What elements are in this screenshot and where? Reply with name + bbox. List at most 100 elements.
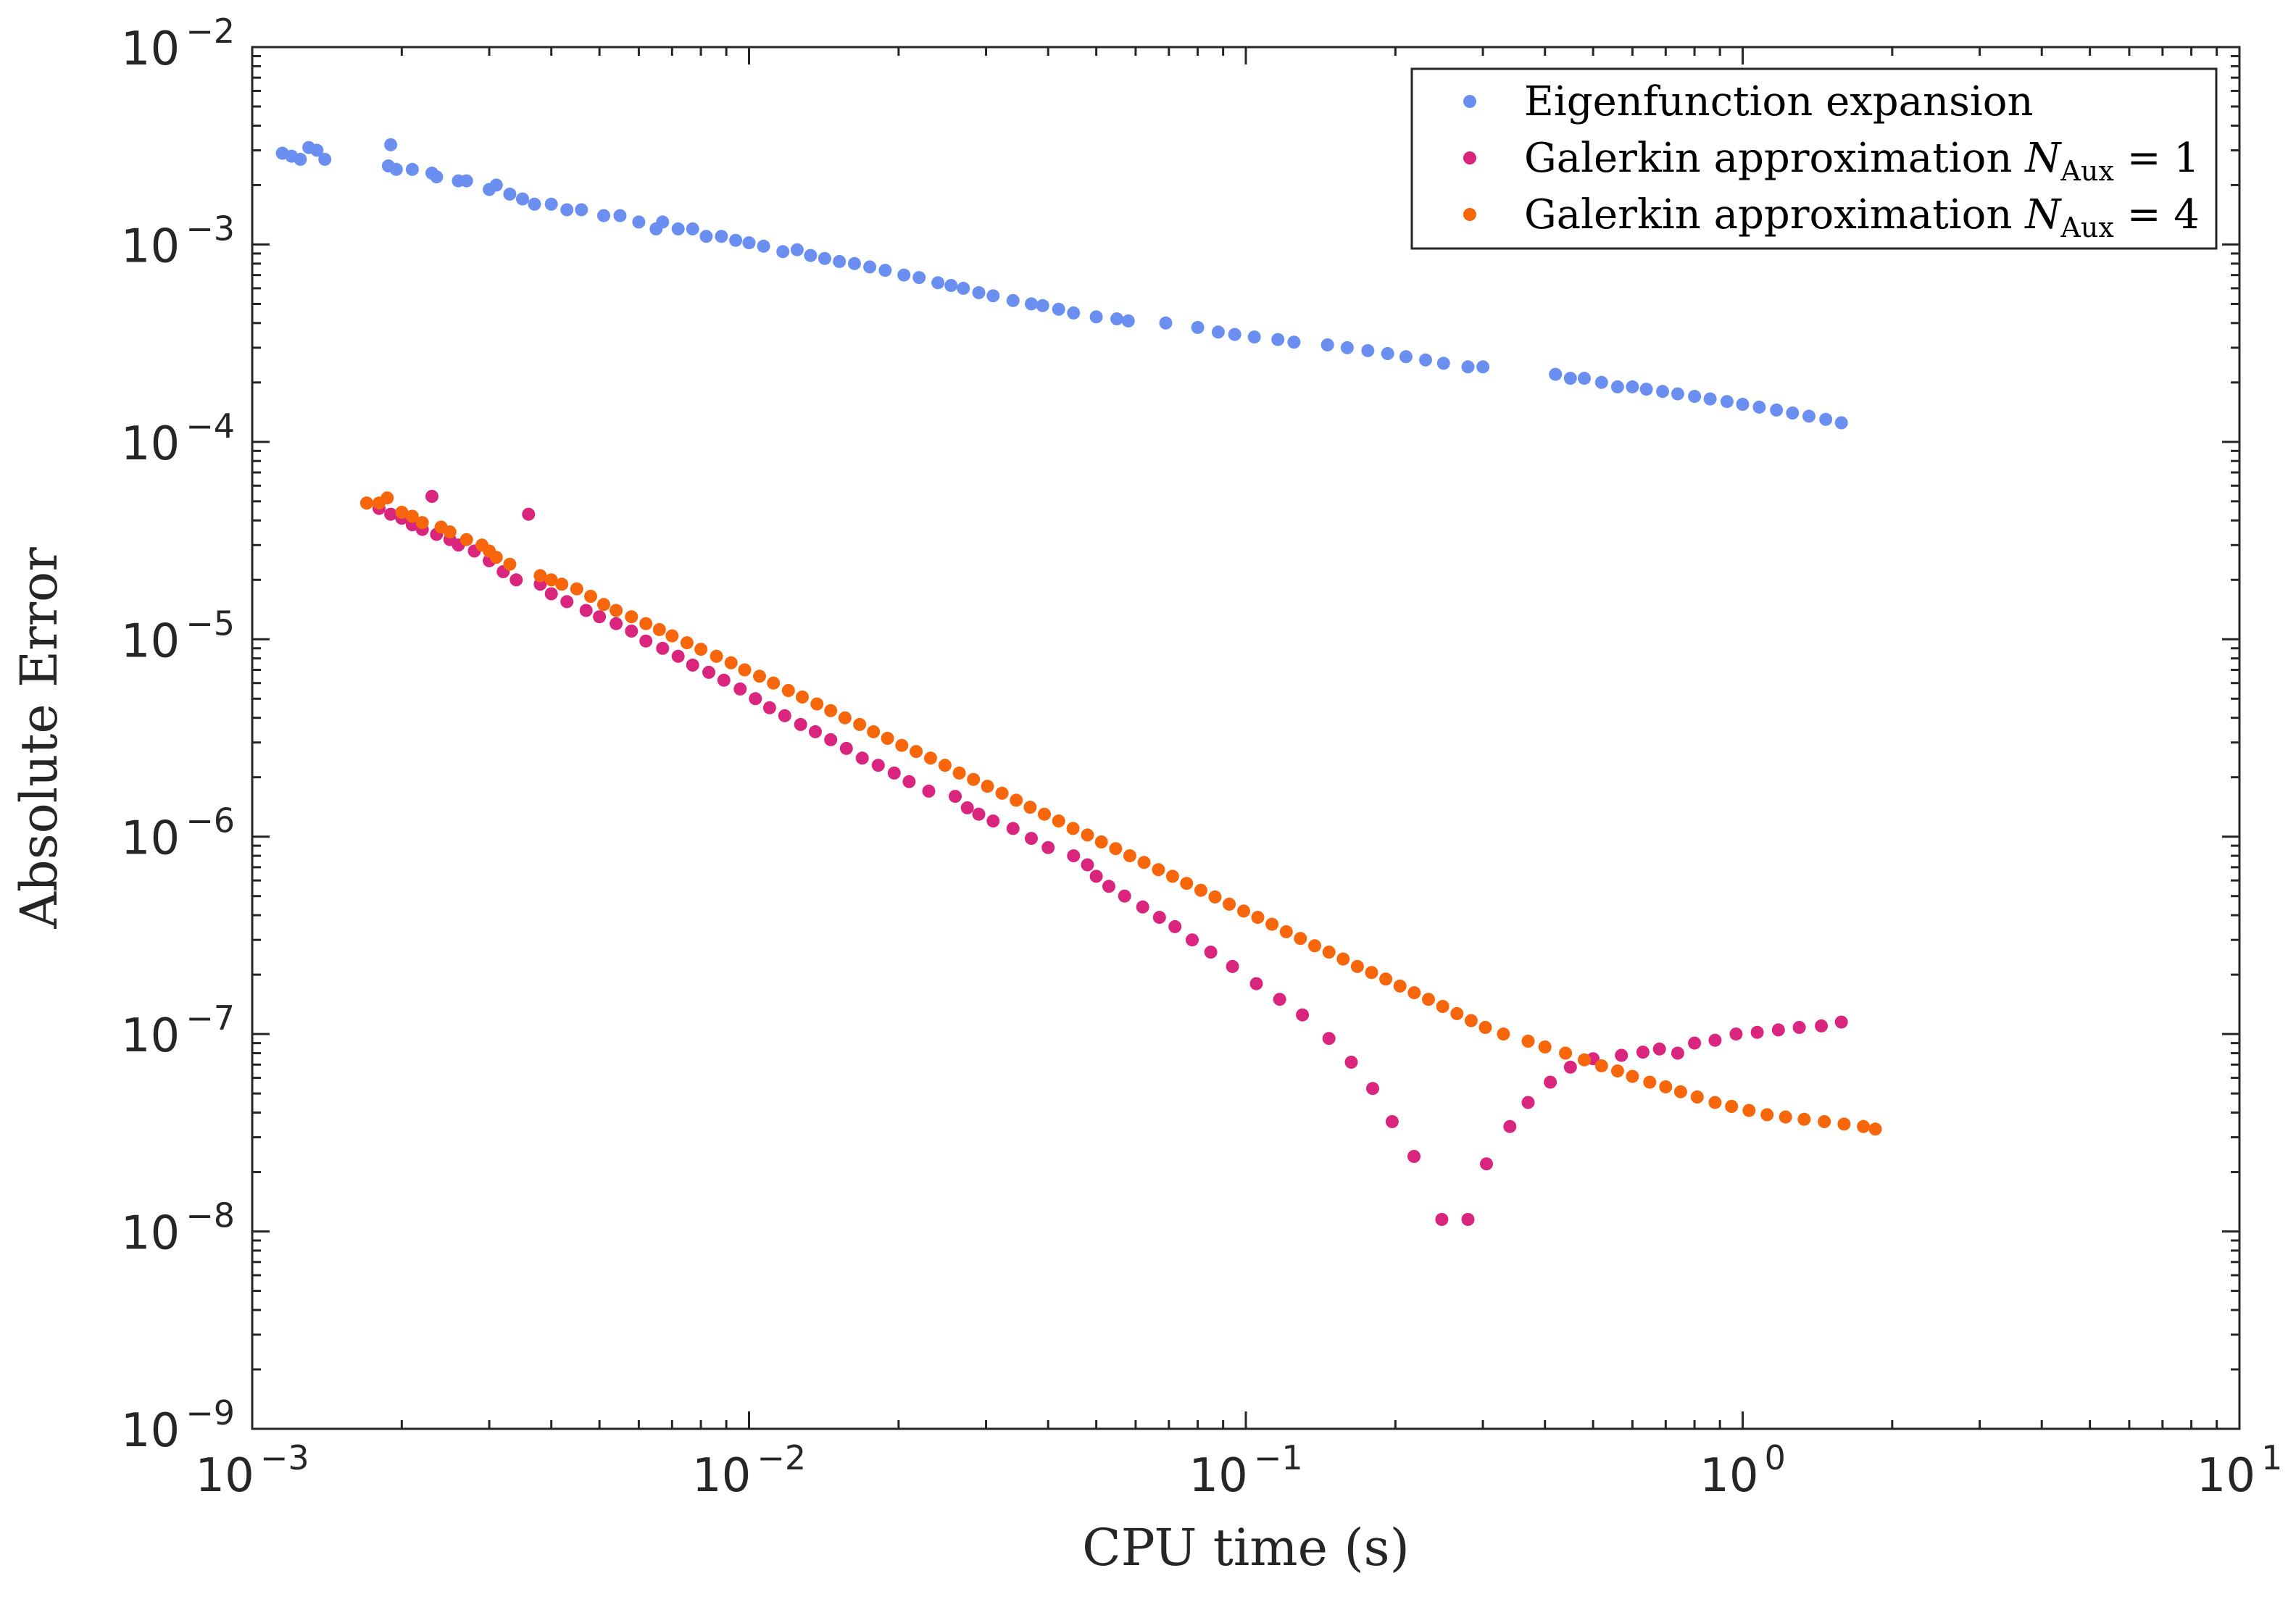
data-point xyxy=(1626,380,1639,393)
y-tick-label: 10 −9 xyxy=(121,1393,235,1458)
data-point xyxy=(1094,835,1108,848)
data-point xyxy=(810,697,824,711)
data-point xyxy=(824,704,838,717)
data-point xyxy=(1407,986,1421,1000)
data-point xyxy=(425,490,438,503)
data-point xyxy=(1067,306,1081,320)
data-point xyxy=(897,268,911,282)
data-point xyxy=(881,732,894,745)
data-point xyxy=(503,187,517,201)
data-point xyxy=(1643,1075,1657,1089)
data-point xyxy=(1223,897,1236,911)
data-point xyxy=(516,192,529,206)
data-point xyxy=(1089,310,1103,324)
data-point xyxy=(1025,832,1038,846)
data-point xyxy=(1708,1096,1722,1109)
data-point xyxy=(579,604,593,617)
data-point xyxy=(878,264,892,278)
x-tick-label: 10 0 xyxy=(1700,1438,1786,1503)
x-tick-label-exponent: 0 xyxy=(1765,1438,1786,1477)
data-point xyxy=(1450,1006,1464,1020)
legend-entry-label: Galerkin approximation NAux = 1 xyxy=(1524,135,2200,187)
data-point xyxy=(555,577,569,591)
data-point xyxy=(405,509,419,523)
data-point xyxy=(1834,416,1848,430)
data-point xyxy=(912,271,926,285)
data-point xyxy=(1594,375,1608,389)
data-point xyxy=(1497,1027,1510,1041)
data-point xyxy=(922,784,936,798)
data-point xyxy=(665,629,679,643)
data-point xyxy=(570,582,583,596)
data-point xyxy=(931,276,945,290)
legend-math-subscript: Aux xyxy=(2060,155,2113,187)
data-point xyxy=(1180,877,1194,890)
data-point xyxy=(1168,919,1182,933)
data-point xyxy=(824,733,838,746)
data-point xyxy=(560,595,574,609)
data-point xyxy=(1336,952,1350,966)
data-point xyxy=(1563,1060,1577,1074)
data-point xyxy=(853,717,867,731)
data-point xyxy=(625,610,639,624)
series-3 xyxy=(360,491,1882,1136)
data-point xyxy=(1344,1056,1358,1069)
legend-box xyxy=(1410,67,2218,250)
data-point xyxy=(1720,395,1734,409)
data-point xyxy=(855,751,869,765)
data-point xyxy=(1797,1112,1811,1126)
data-point xyxy=(294,152,307,166)
data-point xyxy=(1742,1104,1756,1117)
data-point xyxy=(967,772,981,786)
data-point xyxy=(833,254,847,268)
data-point xyxy=(776,245,790,259)
legend-marker xyxy=(1463,151,1476,164)
data-point xyxy=(686,222,699,235)
data-point xyxy=(1549,367,1563,381)
data-point xyxy=(699,230,713,243)
data-point xyxy=(1639,383,1653,396)
data-point xyxy=(1136,900,1149,914)
legend-entry-label: Eigenfunction expansion xyxy=(1524,78,2034,125)
y-tick-label-exponent: −9 xyxy=(186,1393,235,1432)
data-point xyxy=(1802,409,1815,423)
data-point xyxy=(1578,1053,1591,1067)
x-tick-label: 10 1 xyxy=(2197,1438,2283,1503)
ticks xyxy=(251,46,2241,1430)
data-point xyxy=(924,751,937,765)
data-point xyxy=(871,759,885,772)
data-point xyxy=(1636,1046,1650,1059)
data-point xyxy=(1436,1000,1449,1013)
data-point xyxy=(1211,325,1225,339)
data-point xyxy=(1436,356,1450,370)
data-point xyxy=(778,709,791,722)
data-point xyxy=(1594,1059,1608,1072)
legend-math-relation: = 1 xyxy=(2114,135,2200,182)
data-point xyxy=(981,780,994,793)
data-point xyxy=(1036,299,1049,312)
data-point xyxy=(804,249,818,262)
data-point xyxy=(533,569,547,583)
data-point xyxy=(1041,840,1055,854)
data-point xyxy=(949,790,962,804)
data-point xyxy=(1296,1008,1310,1022)
data-point xyxy=(1006,293,1020,307)
y-tick-label: 10 −2 xyxy=(121,12,235,76)
data-point xyxy=(1186,933,1199,947)
data-point xyxy=(1538,1040,1552,1054)
data-point xyxy=(1294,932,1307,946)
data-point xyxy=(702,665,715,679)
data-point xyxy=(972,285,986,299)
data-point xyxy=(1273,993,1286,1006)
data-point xyxy=(1102,880,1115,893)
data-point xyxy=(1123,849,1136,863)
data-point xyxy=(960,801,974,814)
data-point xyxy=(1194,883,1207,897)
data-point xyxy=(1578,372,1591,385)
data-point xyxy=(489,178,503,192)
data-point xyxy=(639,634,653,648)
y-tick-label-base: 10 xyxy=(121,1207,180,1261)
data-point xyxy=(1191,320,1205,334)
